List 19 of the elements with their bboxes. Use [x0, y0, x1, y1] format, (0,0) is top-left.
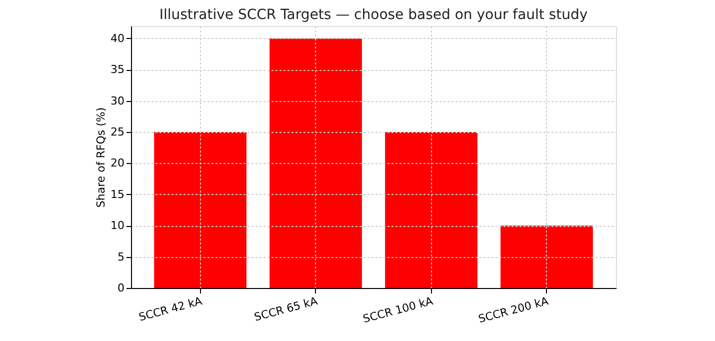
x-tick-label: SCCR 42 kA: [137, 294, 204, 324]
x-tick-label: SCCR 100 kA: [362, 294, 435, 326]
bar: [270, 38, 362, 288]
y-tick-label: 35: [110, 63, 124, 76]
x-tick-label: SCCR 200 kA: [477, 294, 550, 326]
y-tick-label: 20: [110, 156, 124, 170]
y-tick-label: 0: [118, 282, 124, 294]
x-tick-label: SCCR 65 kA: [252, 294, 320, 324]
y-axis-title: Share of RFQs (%): [94, 107, 108, 208]
bar: [154, 132, 246, 288]
bar: [385, 132, 478, 288]
y-tick-label: 40: [110, 32, 124, 45]
chart-title: Illustrative SCCR Targets — choose based on your fault study: [159, 7, 588, 23]
y-tick-label: 25: [110, 126, 124, 139]
y-tick-label: 5: [118, 250, 124, 264]
y-tick-label: 10: [110, 219, 124, 232]
y-tick-label: 15: [110, 188, 124, 201]
y-tick-label: 30: [110, 94, 124, 108]
bar: [500, 226, 593, 288]
